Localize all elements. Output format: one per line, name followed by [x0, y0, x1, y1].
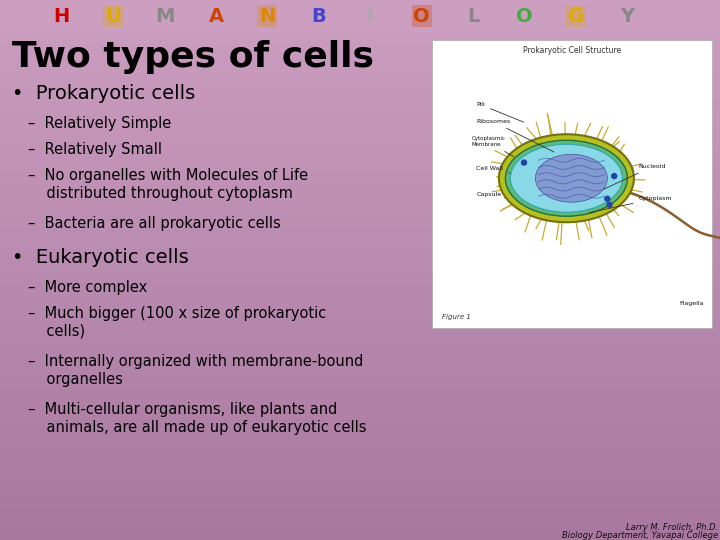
- FancyBboxPatch shape: [103, 5, 123, 27]
- Text: •  Prokaryotic cells: • Prokaryotic cells: [12, 84, 195, 103]
- Circle shape: [521, 160, 526, 165]
- Text: B: B: [312, 6, 326, 25]
- FancyBboxPatch shape: [566, 5, 586, 27]
- Text: –  Bacteria are all prokaryotic cells: – Bacteria are all prokaryotic cells: [28, 216, 281, 231]
- Text: –  Much bigger (100 x size of prokaryotic
    cells): – Much bigger (100 x size of prokaryotic…: [28, 306, 326, 339]
- Text: N: N: [259, 6, 276, 25]
- Text: Flagella: Flagella: [680, 301, 704, 306]
- Ellipse shape: [510, 144, 622, 212]
- Text: –  Relatively Simple: – Relatively Simple: [28, 116, 171, 131]
- Text: Ribosomes: Ribosomes: [477, 119, 554, 152]
- Text: I: I: [366, 6, 374, 25]
- FancyBboxPatch shape: [258, 5, 277, 27]
- Text: •  Eukaryotic cells: • Eukaryotic cells: [12, 248, 189, 267]
- FancyBboxPatch shape: [412, 5, 432, 27]
- Circle shape: [612, 173, 617, 179]
- Text: Cytoplasm: Cytoplasm: [589, 196, 672, 213]
- Text: –  Relatively Small: – Relatively Small: [28, 142, 162, 157]
- Circle shape: [607, 202, 612, 207]
- Ellipse shape: [505, 140, 627, 216]
- Text: M: M: [155, 6, 174, 25]
- Circle shape: [605, 196, 610, 201]
- Text: O: O: [516, 6, 533, 25]
- Text: –  More complex: – More complex: [28, 280, 148, 295]
- Ellipse shape: [536, 154, 608, 202]
- Text: Capsule: Capsule: [477, 192, 505, 198]
- Text: Figure 1: Figure 1: [442, 314, 471, 320]
- Text: Biology Department, Yavapai College: Biology Department, Yavapai College: [562, 531, 718, 540]
- Text: Pili: Pili: [477, 102, 524, 122]
- Text: U: U: [105, 6, 121, 25]
- Text: –  Multi-cellular organisms, like plants and
    animals, are all made up of euk: – Multi-cellular organisms, like plants …: [28, 402, 366, 435]
- Text: Nucleoid: Nucleoid: [604, 164, 666, 189]
- Text: Cell Wall: Cell Wall: [477, 166, 510, 173]
- Text: –  No organelles with Molecules of Life
    distributed throughout cytoplasm: – No organelles with Molecules of Life d…: [28, 168, 308, 201]
- Text: O: O: [413, 6, 430, 25]
- Ellipse shape: [499, 134, 634, 222]
- Text: Y: Y: [621, 6, 634, 25]
- Text: Prokaryotic Cell Structure: Prokaryotic Cell Structure: [523, 46, 621, 55]
- Text: H: H: [53, 6, 70, 25]
- Text: A: A: [208, 6, 224, 25]
- Text: L: L: [467, 6, 480, 25]
- Text: –  Internally organized with membrane-bound
    organelles: – Internally organized with membrane-bou…: [28, 354, 364, 387]
- Text: G: G: [568, 6, 584, 25]
- Text: Larry M. Frolich, Ph.D.: Larry M. Frolich, Ph.D.: [626, 523, 718, 532]
- FancyBboxPatch shape: [432, 40, 712, 328]
- Text: Two types of cells: Two types of cells: [12, 40, 374, 74]
- Bar: [0, 0, 720, 32]
- Text: Cytoplasmic
Membrane: Cytoplasmic Membrane: [472, 137, 514, 157]
